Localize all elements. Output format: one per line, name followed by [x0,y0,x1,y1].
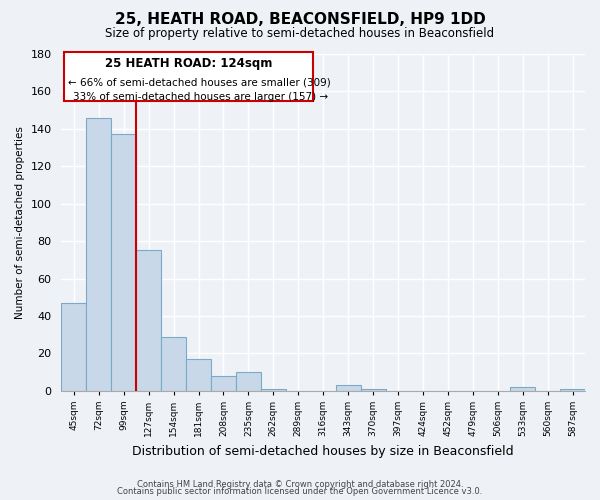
Bar [161,336,186,391]
Bar [211,376,236,391]
Bar [111,134,136,391]
Bar [136,250,161,391]
X-axis label: Distribution of semi-detached houses by size in Beaconsfield: Distribution of semi-detached houses by … [133,444,514,458]
Text: Size of property relative to semi-detached houses in Beaconsfield: Size of property relative to semi-detach… [106,28,494,40]
Bar [560,389,585,391]
Text: Contains public sector information licensed under the Open Government Licence v3: Contains public sector information licen… [118,487,482,496]
Bar [510,387,535,391]
Bar [86,118,111,391]
Text: ← 66% of semi-detached houses are smaller (309): ← 66% of semi-detached houses are smalle… [68,77,331,87]
Bar [236,372,261,391]
Text: 25 HEATH ROAD: 124sqm: 25 HEATH ROAD: 124sqm [105,57,272,70]
Y-axis label: Number of semi-detached properties: Number of semi-detached properties [15,126,25,319]
Bar [186,359,211,391]
Bar [361,389,386,391]
Bar [335,385,361,391]
Bar [261,389,286,391]
FancyBboxPatch shape [64,52,313,101]
Text: Contains HM Land Registry data © Crown copyright and database right 2024.: Contains HM Land Registry data © Crown c… [137,480,463,489]
Text: 25, HEATH ROAD, BEACONSFIELD, HP9 1DD: 25, HEATH ROAD, BEACONSFIELD, HP9 1DD [115,12,485,28]
Bar [61,303,86,391]
Text: 33% of semi-detached houses are larger (157) →: 33% of semi-detached houses are larger (… [73,92,328,102]
